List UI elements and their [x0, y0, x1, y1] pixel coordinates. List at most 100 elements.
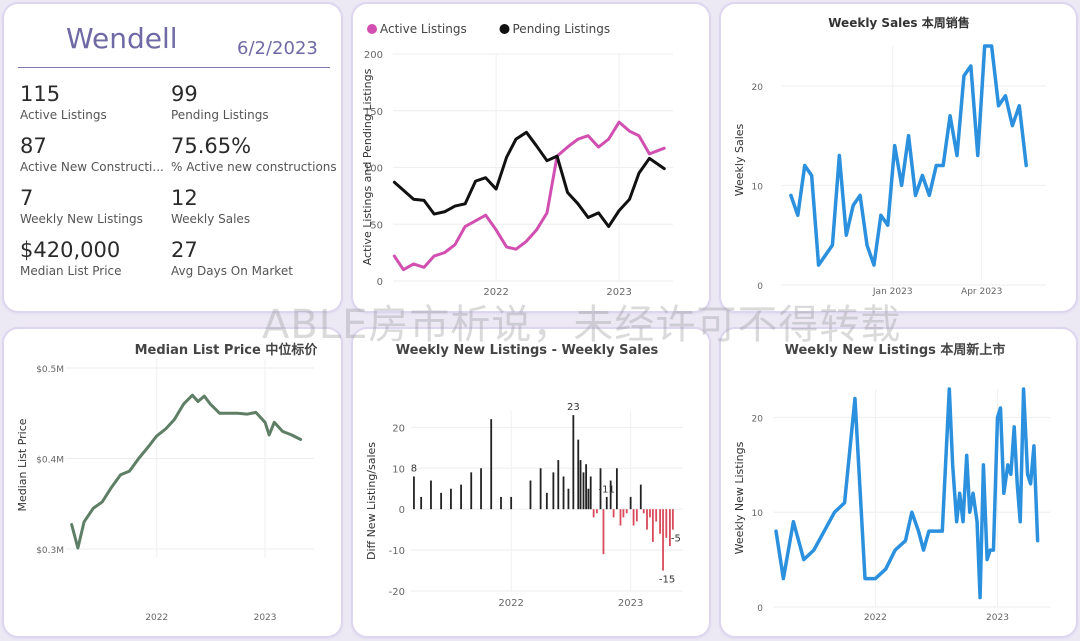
x-tick-label: 2023	[254, 613, 277, 623]
x-tick-label: 2023	[618, 598, 643, 609]
bar	[635, 509, 638, 522]
chart-title: Weekly Sales 本周销售	[828, 15, 970, 30]
bar	[662, 509, 664, 571]
series-line	[774, 387, 1040, 600]
data-label: -15	[659, 575, 675, 586]
bar	[579, 460, 582, 510]
median-price-card: Median List Price 中位标价 $0.3M $0.4M $0.5M 202…	[4, 329, 341, 636]
x-tick-label: 2022	[145, 613, 168, 623]
bar	[655, 509, 658, 522]
y-tick-label: 10	[752, 509, 764, 519]
active-pending-chart: 0 50 100 150 200 2022 2023 Active Listings and …	[361, 22, 673, 298]
data-label: -11	[598, 485, 614, 496]
bar	[669, 509, 671, 546]
x-tick-label: Apr 2023	[961, 287, 1002, 297]
bar	[413, 476, 415, 510]
bar	[615, 468, 618, 510]
data-label: 23	[567, 402, 580, 413]
y-tick-label: 200	[364, 50, 383, 61]
y-tick-label: 20	[752, 414, 764, 424]
bar	[440, 492, 443, 510]
diff-listings-sales-chart: Weekly New Listings - Weekly Sales -20 -10…	[365, 343, 683, 609]
bar	[480, 468, 482, 510]
bar	[605, 496, 608, 510]
y-tick-label: 0	[757, 282, 763, 292]
kpi-value: 7	[20, 186, 34, 210]
y-axis-title: Median List Price	[16, 418, 29, 511]
y-tick-label: -10	[389, 546, 405, 557]
weekly-new-listings-chart: Weekly New Listings 本周新上市 0 10 20 2022 2023 We…	[733, 342, 1051, 623]
y-axis-title: Active Listings and Pending Listings	[361, 68, 374, 265]
x-tick-label: Jan 2023	[872, 287, 913, 297]
bar	[646, 509, 648, 530]
series-line	[70, 393, 303, 550]
bar	[510, 496, 513, 510]
median-price-chart: Median List Price 中位标价 $0.3M $0.4M $0.5M 202…	[16, 342, 318, 623]
bar	[500, 496, 502, 510]
kpi-label: Weekly Sales	[171, 212, 251, 226]
data-label: 8	[411, 463, 417, 474]
y-tick-label: $0.5M	[36, 365, 64, 375]
y-tick-label: 150	[364, 107, 383, 118]
bar	[619, 509, 622, 526]
kpi-card: Wendell 6/2/2023 115 Active Listings 99 …	[4, 4, 341, 311]
data-label: -5	[671, 534, 681, 545]
legend-label: Pending Listings	[513, 22, 611, 36]
bar	[562, 476, 565, 510]
bar	[609, 480, 612, 510]
bar	[602, 509, 605, 555]
report-date: 6/2/2023	[237, 38, 318, 59]
weekly-sales-card: Weekly Sales 本周销售 0 10 20 Jan 2023 Apr 2023 We…	[721, 4, 1076, 311]
kpi-value: 99	[171, 82, 198, 106]
bar	[659, 509, 661, 534]
series-line	[392, 120, 666, 272]
y-tick-label: 10	[752, 182, 764, 192]
new-listings-card: Weekly New Listings 本周新上市 0 10 20 2022 2023 We…	[721, 329, 1076, 636]
kpi-label: Weekly New Listings	[20, 212, 143, 226]
bar	[430, 480, 432, 510]
y-tick-label: -20	[389, 587, 405, 598]
city-title: Wendell	[66, 22, 178, 55]
y-tick-label: 0	[399, 505, 405, 516]
bar	[490, 419, 493, 510]
y-tick-label: $0.4M	[36, 456, 64, 466]
kpi-label: Active New Constructi...	[20, 160, 164, 174]
bar	[625, 509, 628, 514]
bar	[587, 488, 590, 510]
bar	[642, 509, 645, 514]
kpi-value: 12	[171, 186, 198, 210]
bar	[651, 509, 654, 542]
chart-title: Weekly New Listings 本周新上市	[785, 342, 1006, 358]
kpi-label: Active Listings	[20, 108, 107, 122]
chart-title: Weekly New Listings - Weekly Sales	[396, 343, 659, 358]
bar	[420, 496, 423, 510]
bar	[582, 472, 585, 510]
y-tick-label: 0	[757, 604, 763, 614]
bar	[450, 488, 452, 510]
y-tick-label: 0	[377, 277, 383, 288]
bar	[539, 468, 542, 510]
bar	[529, 480, 532, 510]
kpi-value: 87	[20, 134, 47, 158]
bar	[649, 509, 651, 518]
bar	[577, 439, 580, 510]
weekly-sales-chart: Weekly Sales 本周销售 0 10 20 Jan 2023 Apr 2023 We…	[733, 15, 1046, 297]
x-tick-label: 2022	[864, 613, 887, 623]
kpi-value: 75.65%	[171, 134, 252, 158]
y-axis-title: Diff New Listing/sales	[365, 442, 378, 560]
kpi-label: Avg Days On Market	[171, 264, 293, 278]
y-tick-label: 100	[364, 164, 383, 175]
bar	[589, 476, 592, 510]
x-tick-label: 2022	[483, 287, 508, 298]
bar	[585, 464, 588, 510]
x-tick-label: 2022	[498, 598, 523, 609]
x-tick-label: 2023	[986, 613, 1009, 623]
bar	[665, 509, 668, 538]
legend-marker	[367, 24, 377, 34]
bar	[629, 496, 632, 510]
bar	[592, 509, 595, 518]
kpi-value: 115	[20, 82, 61, 106]
kpi-label: % Active new constructions	[171, 160, 337, 174]
kpi-value: 27	[171, 238, 198, 262]
bar	[567, 488, 570, 510]
